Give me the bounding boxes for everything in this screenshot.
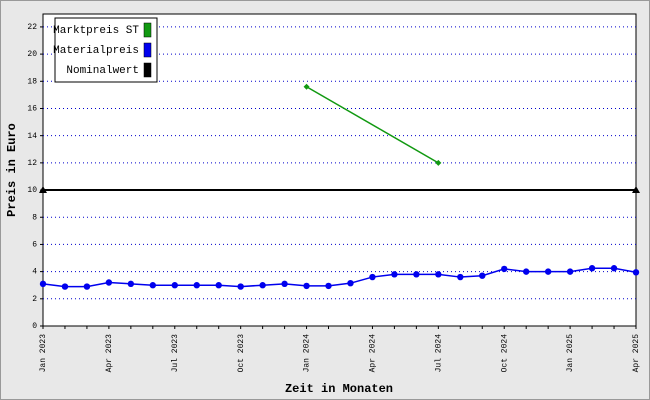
data-point [479,272,486,279]
x-tick-label: Jan 2023 [39,334,48,373]
x-tick-label: Oct 2024 [500,334,509,373]
legend-label: Nominalwert [66,65,139,77]
x-tick-label: Jan 2025 [566,334,575,373]
data-point [391,271,398,278]
data-point [457,273,464,281]
y-tick-label: 0 [32,322,37,331]
x-tick-label: Jul 2024 [434,334,443,373]
data-point [259,282,266,289]
y-tick-label: 22 [27,23,37,32]
y-tick-label: 8 [32,213,37,222]
data-point [61,283,69,290]
data-point [39,280,47,288]
data-point [544,268,552,275]
data-point [303,282,310,290]
x-tick-label: Jan 2024 [303,334,312,373]
data-point [303,83,310,90]
data-point [127,280,135,288]
y-tick-label: 6 [32,241,37,250]
data-point [105,279,113,286]
y-tick-label: 2 [32,295,37,304]
y-axis-title: Preis in Euro [5,123,19,217]
legend-swatch [143,62,152,78]
data-point [588,265,596,272]
x-tick-label: Jul 2023 [171,334,180,373]
legend-swatch [143,22,152,38]
data-point [281,280,288,288]
legend-label: Materialpreis [53,45,139,57]
data-point [83,283,91,290]
y-tick-label: 4 [32,268,37,277]
series-line [306,86,439,164]
y-tick-label: 20 [27,50,37,59]
data-point [413,271,420,278]
data-point [435,159,442,166]
x-tick-label: Apr 2025 [632,334,641,373]
y-tick-label: 18 [27,77,37,86]
x-tick-label: Apr 2023 [105,334,114,373]
y-tick-label: 14 [27,132,37,141]
data-point [193,282,200,289]
data-point [632,269,640,276]
x-axis-title: Zeit in Monaten [285,382,393,396]
data-point [522,268,530,275]
legend-label: Marktpreis ST [53,25,139,37]
y-tick-label: 10 [27,186,37,195]
data-point [369,273,376,281]
x-tick-label: Apr 2024 [369,334,378,373]
data-point [347,279,354,287]
data-point [435,271,442,278]
y-tick-label: 12 [27,159,37,168]
x-tick-label: Oct 2023 [237,334,246,373]
data-point [215,282,222,289]
data-point [501,265,508,273]
data-point [171,282,178,289]
legend-swatch [143,42,152,58]
data-point [149,282,157,289]
y-tick-label: 16 [27,105,37,114]
data-point [39,186,47,194]
data-point [325,282,332,290]
legend-box [54,17,158,83]
data-point [610,265,618,272]
data-point [237,283,244,290]
series-line [42,267,637,288]
data-point [566,268,574,275]
data-point [632,186,640,194]
